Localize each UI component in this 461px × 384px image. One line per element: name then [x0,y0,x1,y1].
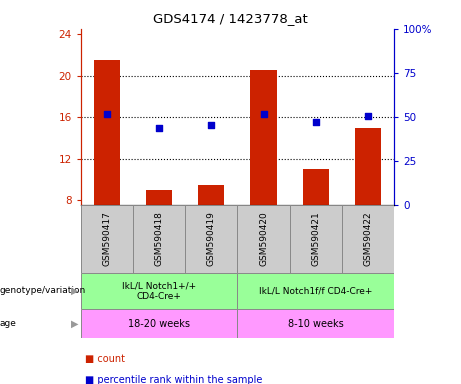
Bar [342,205,394,273]
Bar [81,309,237,338]
Point [155,124,163,131]
Text: GSM590419: GSM590419 [207,212,216,266]
Text: genotype/variation: genotype/variation [0,286,86,295]
Bar [237,273,394,309]
Text: GDS4174 / 1423778_at: GDS4174 / 1423778_at [153,12,308,25]
Bar [290,205,342,273]
Bar [185,205,237,273]
Point [260,111,267,117]
Text: GSM590418: GSM590418 [154,212,164,266]
Bar [146,190,172,205]
Text: ■ count: ■ count [85,354,125,364]
Text: GSM590420: GSM590420 [259,212,268,266]
Text: ■ percentile rank within the sample: ■ percentile rank within the sample [85,375,263,384]
Point [312,119,319,126]
Text: GSM590417: GSM590417 [102,212,111,266]
Text: GSM590422: GSM590422 [364,212,372,266]
Bar [355,127,381,205]
Text: ▶: ▶ [71,318,78,329]
Text: 18-20 weeks: 18-20 weeks [128,318,190,329]
Bar [133,205,185,273]
Text: age: age [0,319,17,328]
Bar [81,273,237,309]
Text: GSM590421: GSM590421 [311,212,320,266]
Bar [303,169,329,205]
Bar [250,70,277,205]
Bar [237,309,394,338]
Text: IkL/L Notch1+/+
CD4-Cre+: IkL/L Notch1+/+ CD4-Cre+ [122,281,196,301]
Bar [198,185,225,205]
Point [103,111,111,117]
Bar [94,60,120,205]
Text: ▶: ▶ [71,286,78,296]
Bar [81,205,133,273]
Point [364,113,372,119]
Text: 8-10 weeks: 8-10 weeks [288,318,343,329]
Bar [237,205,290,273]
Text: IkL/L Notch1f/f CD4-Cre+: IkL/L Notch1f/f CD4-Cre+ [259,286,372,295]
Point [207,122,215,129]
